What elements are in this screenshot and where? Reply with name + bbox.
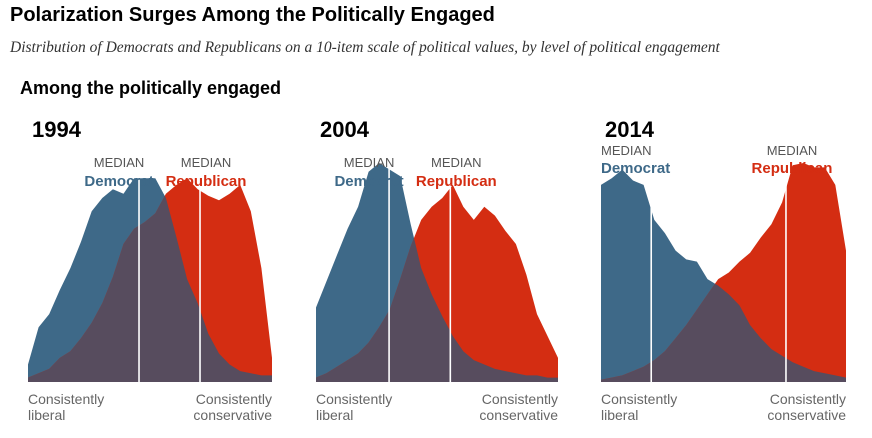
section-label: Among the politically engaged [20,78,282,98]
democrat-median-caption: MEDIAN [601,143,652,158]
x-label-liberal: liberal [316,407,353,423]
democrat-median-name: Democrat [84,173,153,190]
republican-median-caption: MEDIAN [431,155,482,170]
republican-median-name: Republican [166,173,247,190]
x-label-conservative: conservative [193,407,272,423]
page-subtitle: Distribution of Democrats and Republican… [10,39,720,56]
x-label-liberal: liberal [601,407,638,423]
x-label-conservative: Consistently [482,391,558,407]
x-label-liberal: Consistently [601,391,677,407]
page-title: Polarization Surges Among the Politicall… [10,4,495,26]
x-label-conservative: Consistently [196,391,272,407]
republican-area [601,163,846,382]
democrat-median-name: Democrat [334,173,403,190]
democrat-median-caption: MEDIAN [344,155,395,170]
republican-median-caption: MEDIAN [767,143,818,158]
x-label-conservative: Consistently [770,391,846,407]
x-label-conservative: conservative [767,407,846,423]
chart-2014: 2014MEDIANDemocratMEDIANRepublicanConsis… [601,117,846,423]
x-label-liberal: liberal [28,407,65,423]
x-label-liberal: Consistently [316,391,392,407]
republican-median-caption: MEDIAN [181,155,232,170]
x-label-liberal: Consistently [28,391,104,407]
democrat-area [601,169,846,382]
year-label: 2004 [320,117,370,142]
chart-1994: 1994 MEDIAN Democrat MEDIAN Republican Consis… [28,117,272,423]
republican-median-name: Republican [752,160,833,177]
republican-median-name: Republican [416,173,497,190]
year-label: 1994 [32,117,82,142]
x-label-conservative: conservative [479,407,558,423]
democrat-area [316,163,558,382]
democrat-median-name: Democrat [601,160,670,177]
year-label: 2014 [605,117,655,142]
democrat-median-caption: MEDIAN [94,155,145,170]
chart-2004: 2004 MEDIAN Democrat MEDIAN Republican Consis… [316,117,558,423]
